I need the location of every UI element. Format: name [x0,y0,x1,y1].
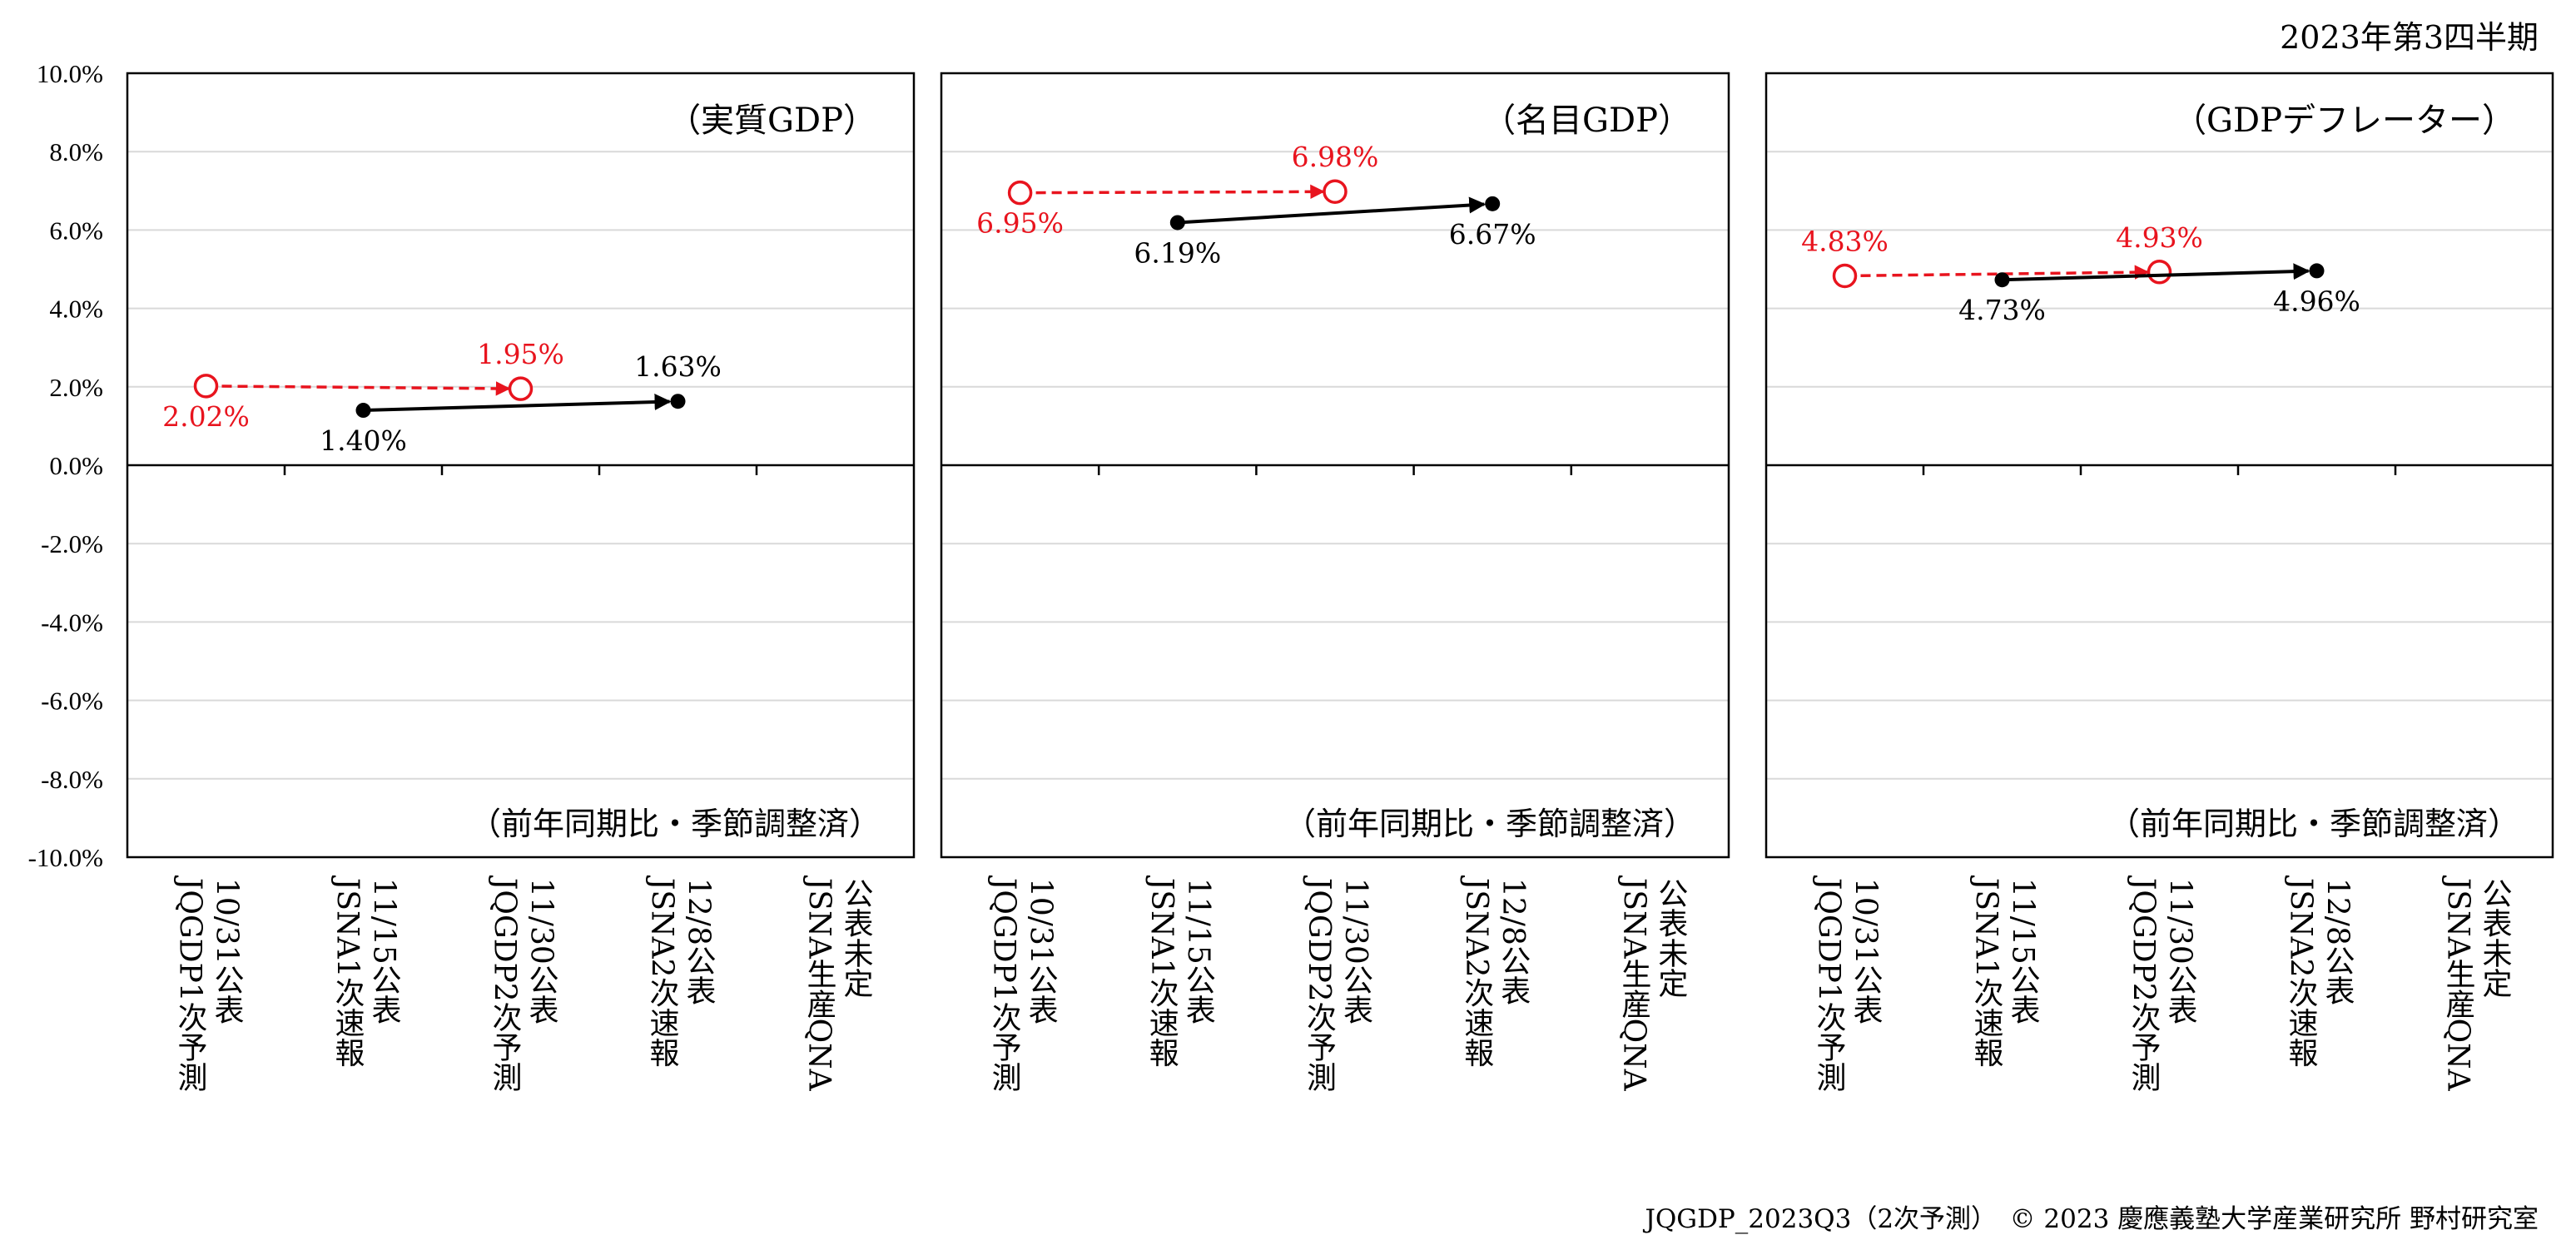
actual-arrow [363,394,672,413]
category-label: JQGDP1次予測 [1812,875,1846,1092]
y-tick-label: -8.0% [41,765,103,794]
panel-note: （前年同期比・季節調整済） [469,806,881,842]
forecast-arrow [1844,265,2150,280]
forecast-point [1832,263,1858,289]
category-label: 公表未定 [839,878,873,998]
panel-2: （名目GDP） （前年同期比・季節調整済） 6.95% 6.98% 6.19% 6.67%… [940,72,1730,1092]
actual-point [1994,272,2010,288]
forecast-arrow [206,381,511,396]
data-label: 4.73% [1958,294,2046,326]
category-label: JSNA生産QNA [1616,875,1650,1092]
y-tick-label: -2.0% [41,529,103,558]
forecast-point [2147,260,2172,285]
actual-arrow [2002,263,2310,282]
category-label: 11/30公表 [1338,878,1372,1024]
category-label: 11/30公表 [524,878,558,1024]
category-label: JQGDP1次予測 [987,875,1021,1092]
panel-1: （実質GDP） （前年同期比・季節調整済） 2.02% 1.95% 1.40% 1.63%… [126,72,916,1092]
y-tick-label: 2.0% [49,373,103,402]
panel-3: （GDPデフレーター） （前年同期比・季節調整済） 4.83% 4.93% 4.73% 4… [1764,72,2554,1092]
panel-title: （名目GDP） [1482,102,1691,140]
category-label: 公表未定 [2478,878,2512,998]
data-label: 2.02% [162,400,250,433]
data-label: 6.19% [1134,236,1221,269]
y-tick-label: 4.0% [49,295,103,324]
forecast-point [1323,179,1348,204]
category-label: 11/15公表 [367,878,401,1024]
panels: （実質GDP） （前年同期比・季節調整済） 2.02% 1.95% 1.40% 1.63%… [126,72,2554,1092]
category-label: JSNA2次速報 [2284,875,2318,1068]
category-label: 10/31公表 [210,878,244,1024]
y-tick-label: 10.0% [37,59,103,88]
y-tick-label: -6.0% [41,687,103,716]
category-label: JQGDP2次予測 [1302,875,1336,1092]
category-label: JSNA生産QNA [2441,875,2475,1092]
category-label: 11/15公表 [2006,878,2040,1024]
data-label: 6.95% [976,207,1064,240]
category-label: 11/30公表 [2163,878,2197,1024]
y-tick-label: 6.0% [49,216,103,245]
forecast-point [193,374,219,399]
category-label: JSNA1次速報 [330,875,365,1068]
category-label: 公表未定 [1653,878,1687,998]
data-label: 1.40% [320,424,407,457]
data-label: 6.98% [1292,141,1379,173]
footer-source: JQGDP_2023Q3（2次予測） © 2023 慶應義塾大学産業研究所 野村… [1642,1204,2539,1234]
category-label: JQGDP2次予測 [488,875,522,1092]
data-label: 4.83% [1801,226,1889,258]
actual-point [355,403,371,419]
panel-note: （前年同期比・季節調整済） [1284,806,1695,842]
actual-arrow [1177,196,1487,225]
y-tick-label: 0.0% [49,451,103,480]
actual-point [2309,263,2325,279]
forecast-point [508,376,534,401]
panel-frame [1764,72,2554,859]
data-label: 1.63% [634,350,722,383]
category-label: 10/31公表 [1024,878,1058,1024]
data-label: 4.93% [2116,221,2203,254]
data-label: 1.95% [477,338,564,370]
category-label: JQGDP1次予測 [173,875,207,1092]
y-tick-label: -4.0% [41,608,103,637]
panel-title: （GDPデフレーター） [2173,102,2515,140]
category-label: JSNA2次速報 [1459,875,1493,1068]
category-label: 11/15公表 [1181,878,1215,1024]
actual-point [1485,196,1501,211]
panel-title: （実質GDP） [668,102,876,140]
category-label: 12/8公表 [682,878,716,1005]
panel-frame [940,72,1730,859]
forecast-arrow [1020,184,1325,200]
category-label: JSNA生産QNA [802,875,836,1092]
category-label: 12/8公表 [1496,878,1530,1005]
period-label: 2023年第3四半期 [2280,19,2539,56]
category-label: 10/31公表 [1849,878,1883,1024]
forecast-point [1007,180,1033,206]
category-label: JQGDP2次予測 [2127,875,2161,1092]
y-tick-label: 8.0% [49,137,103,166]
y-tick-label: -10.0% [28,843,103,872]
actual-point [670,394,686,409]
category-label: JSNA1次速報 [1144,875,1179,1068]
y-axis: 10.0% 8.0% 6.0% 4.0% 2.0% 0.0% -2.0% -4.0% -6.0%… [28,59,103,872]
data-label: 6.67% [1449,218,1536,250]
panel-frame [126,72,916,859]
data-label: 4.96% [2273,285,2360,317]
category-label: JSNA1次速報 [1969,875,2003,1068]
panel-note: （前年同期比・季節調整済） [2108,806,2519,842]
category-label: JSNA2次速報 [645,875,679,1068]
category-label: 12/8公表 [2320,878,2355,1005]
actual-point [1169,215,1185,231]
